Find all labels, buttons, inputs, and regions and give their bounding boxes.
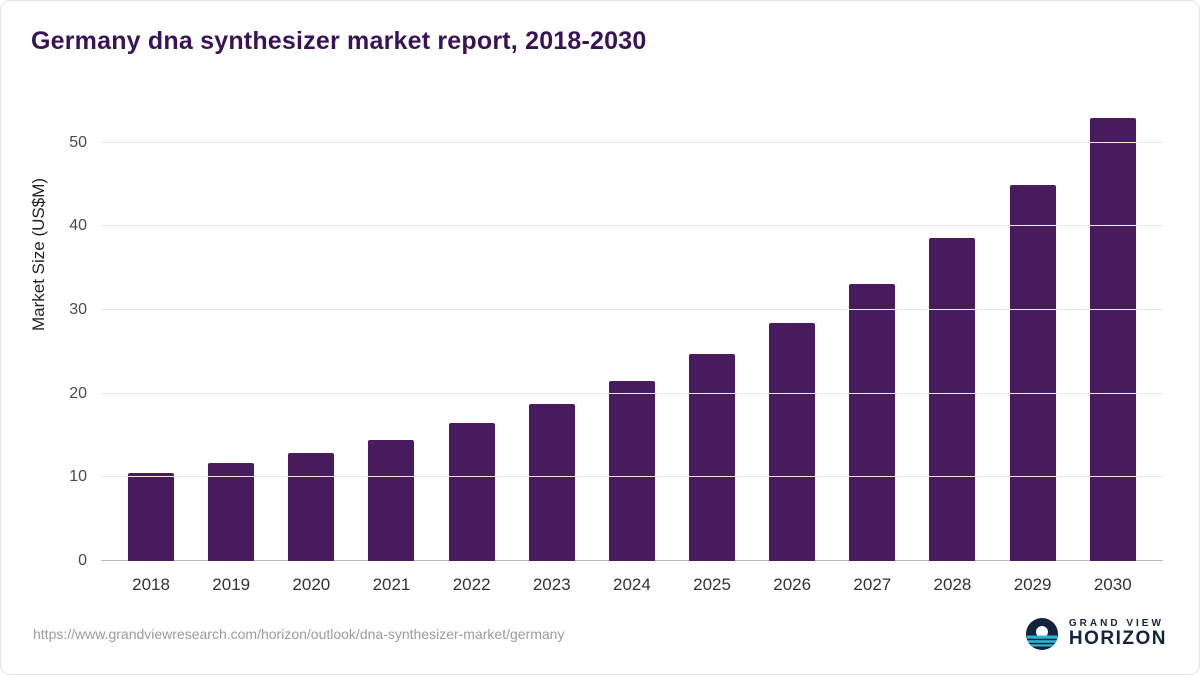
bar-2030 (1089, 117, 1136, 561)
bar-column-2021: 2021 (368, 101, 415, 594)
bar-column-2019: 2019 (208, 101, 255, 594)
y-tick-label-10: 10 (69, 468, 87, 486)
bar-column-2026: 2026 (769, 101, 816, 594)
bar-2028 (929, 238, 976, 561)
brand-name-top: GRAND VIEW (1068, 617, 1164, 629)
x-tick-label-2026: 2026 (773, 575, 812, 594)
bar-column-2024: 2024 (608, 101, 655, 594)
x-tick-label-2022: 2022 (452, 575, 491, 594)
bar-column-2029: 2029 (1009, 101, 1056, 594)
bar-2027 (849, 284, 896, 561)
x-tick-label-2028: 2028 (933, 575, 972, 594)
bar-2026 (769, 322, 816, 561)
brand-text: GRAND VIEW HORIZON (1068, 617, 1167, 650)
x-tick-label-2030: 2030 (1093, 575, 1132, 594)
y-tick-label-40: 40 (69, 217, 87, 235)
x-tick-label-2021: 2021 (372, 575, 411, 594)
bar-2019 (208, 463, 255, 561)
bar-series: 2018 2019 2020 2021 2022 2023 2024 2025 2026 2027… (101, 101, 1163, 594)
x-tick-label-2027: 2027 (853, 575, 892, 594)
x-tick-label-2029: 2029 (1013, 575, 1052, 594)
gridline-40 (101, 225, 1163, 227)
chart-title: Germany dna synthesizer market report, 2… (31, 27, 647, 55)
bar-column-2025: 2025 (689, 101, 736, 594)
y-tick-label-0: 0 (78, 552, 87, 569)
bar-column-2020: 2020 (288, 101, 335, 594)
plot-area: 2018 2019 2020 2021 2022 2023 2024 2025 2026 2027… (69, 101, 1163, 594)
x-tick-label-2019: 2019 (212, 575, 251, 594)
bar-column-2022: 2022 (448, 101, 495, 594)
gridline-10 (101, 476, 1163, 478)
bar-2023 (528, 403, 575, 561)
x-tick-label-2023: 2023 (532, 575, 571, 594)
x-tick-label-2020: 2020 (292, 575, 331, 594)
x-tick-label-2025: 2025 (693, 575, 731, 594)
footer: https://www.grandviewresearch.com/horizo… (1, 604, 1199, 674)
bar-column-2018: 2018 (128, 101, 175, 594)
bar-2024 (608, 381, 655, 561)
gridline-30 (101, 309, 1163, 311)
bar-2025 (689, 353, 736, 561)
brand-logo: GRAND VIEW HORIZON (1025, 617, 1167, 651)
brand-name-bottom: HORIZON (1068, 628, 1167, 650)
horizon-logo-icon (1025, 618, 1058, 650)
gridline-20 (101, 392, 1163, 394)
bar-column-2023: 2023 (528, 101, 575, 594)
y-tick-label-50: 50 (69, 133, 87, 151)
bar-2029 (1009, 184, 1056, 561)
bar-column-2030: 2030 (1089, 101, 1136, 594)
y-tick-label-20: 20 (69, 384, 87, 402)
y-tick-label-30: 30 (69, 301, 87, 319)
x-tick-label-2018: 2018 (132, 575, 170, 594)
y-axis-title: Market Size (US$M) (29, 177, 48, 331)
bar-column-2027: 2027 (849, 101, 896, 594)
source-url: https://www.grandviewresearch.com/horizo… (33, 626, 565, 642)
gridline-50 (101, 141, 1163, 143)
bar-column-2028: 2028 (929, 101, 976, 594)
bar-2021 (368, 439, 415, 561)
bar-2022 (448, 423, 495, 561)
bar-2020 (288, 453, 335, 561)
bar-2018 (128, 473, 175, 561)
x-tick-label-2024: 2024 (612, 575, 651, 594)
